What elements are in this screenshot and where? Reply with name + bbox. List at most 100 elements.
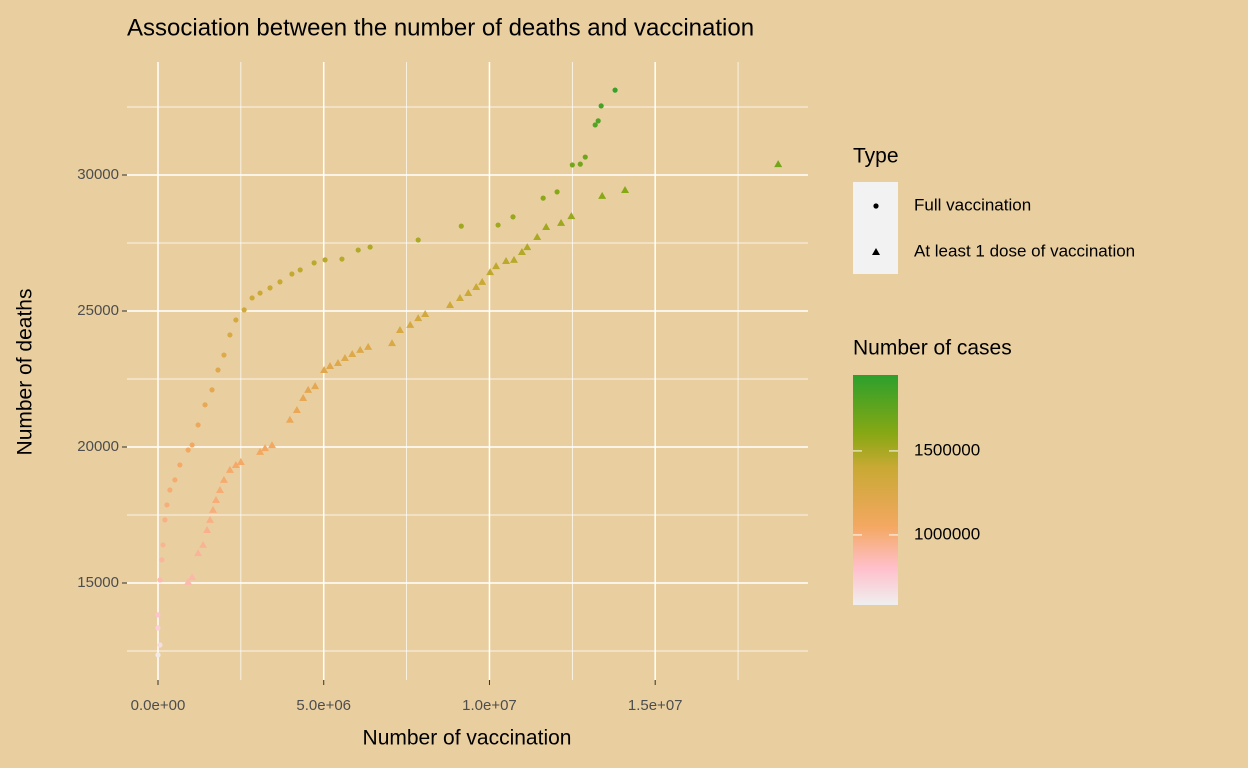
data-point (367, 244, 373, 250)
data-point (542, 222, 551, 230)
data-point (592, 122, 598, 128)
data-point (612, 87, 618, 93)
data-point (304, 385, 313, 393)
data-point (567, 212, 576, 220)
data-point (509, 255, 518, 263)
data-point (322, 257, 328, 263)
legend-symbol (873, 203, 879, 209)
y-tick-label: 20000 (77, 438, 119, 455)
data-point (189, 442, 195, 448)
data-point (215, 367, 221, 373)
data-point (227, 332, 233, 338)
data-point (502, 256, 511, 264)
data-point (595, 118, 601, 124)
data-point (533, 233, 542, 241)
data-point (486, 268, 495, 276)
data-point (299, 394, 308, 402)
data-point (395, 326, 404, 334)
data-point (267, 285, 273, 291)
data-point (194, 549, 203, 557)
data-point (164, 502, 170, 508)
x-tick-label: 5.0e+06 (296, 697, 351, 714)
data-point (206, 515, 215, 523)
data-point (256, 447, 265, 455)
data-point (199, 540, 208, 548)
legend-label: Full vaccination (914, 195, 1031, 214)
data-point (157, 642, 163, 648)
data-point (355, 247, 361, 253)
data-point (177, 462, 183, 468)
data-point (598, 191, 607, 199)
data-point (415, 237, 421, 243)
data-point (167, 487, 173, 493)
data-point (292, 406, 301, 414)
data-point (340, 354, 349, 362)
data-point (421, 309, 430, 317)
data-point (464, 289, 473, 297)
data-point (582, 154, 588, 160)
data-point (211, 496, 220, 504)
data-point (195, 422, 201, 428)
y-tick-label: 15000 (77, 574, 119, 591)
data-point (540, 195, 546, 201)
data-point (388, 339, 397, 347)
data-point (495, 222, 501, 228)
data-point (478, 277, 487, 285)
data-point (326, 361, 335, 369)
data-point (188, 573, 197, 581)
data-point (261, 444, 270, 452)
y-tick-label: 25000 (77, 302, 119, 319)
data-point (162, 517, 168, 523)
data-point (577, 161, 583, 167)
data-point (621, 185, 630, 193)
data-point (155, 612, 161, 618)
data-point (203, 525, 212, 533)
data-point (249, 295, 255, 301)
data-point (297, 267, 303, 273)
colorbar-title: Number of cases (853, 337, 1012, 360)
data-point (155, 625, 161, 631)
data-point (458, 223, 464, 229)
data-point (215, 485, 224, 493)
data-point (233, 317, 239, 323)
data-point (446, 301, 455, 309)
data-point (221, 352, 227, 358)
data-point (356, 345, 365, 353)
data-point (554, 189, 560, 195)
data-point (160, 542, 166, 548)
legend-symbol (872, 248, 880, 255)
data-point (523, 243, 532, 251)
data-point (339, 256, 345, 262)
chart-title: Association between the number of deaths… (127, 14, 754, 41)
data-point (320, 366, 329, 374)
data-point (231, 460, 240, 468)
data-point (209, 505, 218, 513)
data-point (185, 447, 191, 453)
data-point (225, 465, 234, 473)
data-point (348, 349, 357, 357)
data-point (277, 279, 283, 285)
data-point (184, 577, 193, 585)
data-point (159, 557, 165, 563)
data-point (311, 382, 320, 390)
colorbar-label: 1500000 (914, 440, 980, 459)
x-tick-label: 0.0e+00 (131, 697, 186, 714)
legend-label: At least 1 dose of vaccination (914, 241, 1135, 260)
data-point (492, 262, 501, 270)
data-point (333, 358, 342, 366)
data-point (289, 271, 295, 277)
data-point (236, 457, 245, 465)
data-point (202, 402, 208, 408)
data-point (774, 160, 783, 168)
data-point (406, 320, 415, 328)
x-axis-title: Number of vaccination (363, 727, 572, 750)
x-tick-label: 1.5e+07 (628, 697, 683, 714)
data-point (157, 577, 163, 583)
colorbar (853, 375, 898, 605)
y-tick-label: 30000 (77, 166, 119, 183)
legend-title: Type (853, 145, 899, 168)
data-point (172, 477, 178, 483)
data-point (219, 475, 228, 483)
